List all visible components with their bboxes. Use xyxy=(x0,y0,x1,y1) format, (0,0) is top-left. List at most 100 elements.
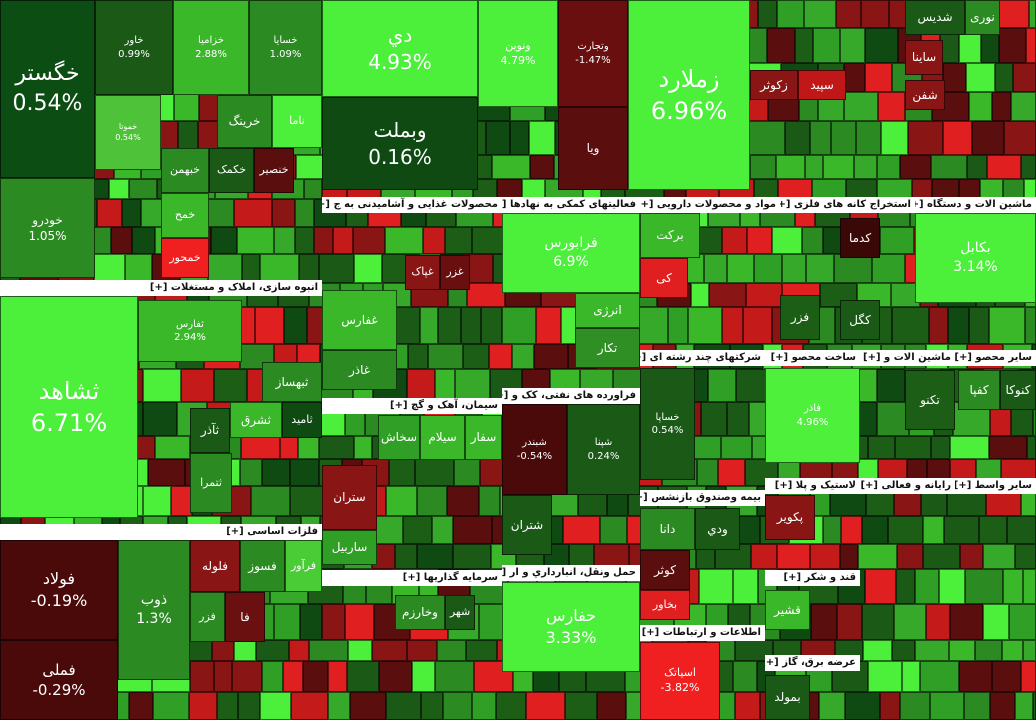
stock-tile[interactable] xyxy=(926,604,950,640)
stock-tile[interactable] xyxy=(877,179,912,199)
stock-tile[interactable] xyxy=(967,155,987,179)
stock-tile[interactable] xyxy=(395,544,417,569)
stock-tile[interactable] xyxy=(704,254,727,283)
stock-tile[interactable]: غپاک xyxy=(405,255,440,290)
stock-tile[interactable] xyxy=(319,436,354,459)
stock-tile[interactable]: فا xyxy=(225,592,265,642)
stock-tile[interactable] xyxy=(137,436,155,459)
stock-tile[interactable] xyxy=(512,344,534,369)
stock-tile[interactable] xyxy=(597,692,626,720)
sector-header[interactable]: انبوه سازی، املاک و مستغلات [+] xyxy=(0,280,322,296)
stock-tile[interactable] xyxy=(880,692,900,720)
stock-tile[interactable]: شتران xyxy=(502,495,552,555)
stock-tile[interactable] xyxy=(350,692,386,720)
stock-tile[interactable] xyxy=(1003,569,1023,604)
stock-tile[interactable] xyxy=(923,544,960,569)
stock-tile[interactable] xyxy=(492,155,530,179)
stock-tile[interactable] xyxy=(299,254,319,283)
stock-tile[interactable] xyxy=(733,661,757,692)
stock-tile[interactable] xyxy=(751,544,777,569)
sector-header[interactable]: ساخت محصو [+] xyxy=(765,350,860,366)
stock-tile[interactable]: غاذر xyxy=(322,350,397,390)
stock-tile[interactable] xyxy=(407,369,435,402)
stock-tile[interactable] xyxy=(283,661,303,692)
stock-tile[interactable] xyxy=(208,254,242,283)
stock-tile[interactable] xyxy=(274,604,300,640)
stock-tile[interactable] xyxy=(522,179,545,199)
stock-tile[interactable] xyxy=(805,155,823,179)
stock-tile[interactable]: قشیر xyxy=(765,590,810,630)
stock-tile[interactable]: وبملت 0.16% xyxy=(322,97,478,190)
stock-tile[interactable] xyxy=(403,516,432,544)
stock-tile[interactable] xyxy=(314,227,333,254)
stock-tile[interactable] xyxy=(989,307,1025,344)
stock-tile[interactable] xyxy=(212,640,234,661)
sector-header[interactable]: سایر محصو [+] xyxy=(955,350,1036,366)
stock-tile[interactable] xyxy=(894,604,926,640)
stock-tile[interactable] xyxy=(319,254,354,283)
stock-tile[interactable]: سفار xyxy=(465,415,502,460)
stock-tile[interactable] xyxy=(709,283,746,307)
stock-tile[interactable] xyxy=(536,307,561,344)
stock-tile[interactable] xyxy=(868,436,895,459)
stock-tile[interactable]: ناما xyxy=(272,95,322,148)
stock-tile[interactable] xyxy=(865,569,896,604)
stock-tile[interactable] xyxy=(960,544,983,569)
stock-tile[interactable] xyxy=(1009,604,1036,640)
stock-tile[interactable] xyxy=(284,307,307,344)
stock-tile[interactable]: وخارزم xyxy=(395,595,445,630)
stock-tile[interactable] xyxy=(290,459,319,486)
stock-tile[interactable] xyxy=(472,227,506,254)
stock-tile[interactable] xyxy=(834,254,872,283)
stock-tile[interactable]: ساینا xyxy=(905,40,943,75)
stock-tile[interactable] xyxy=(964,692,990,720)
stock-tile[interactable] xyxy=(143,369,181,402)
stock-tile[interactable] xyxy=(747,121,785,155)
stock-tile[interactable] xyxy=(1004,121,1036,155)
stock-tile[interactable] xyxy=(1025,307,1036,344)
stock-tile[interactable] xyxy=(688,307,722,344)
stock-tile[interactable]: ثشرق xyxy=(230,402,282,438)
sector-header[interactable]: فعالیتهای کمکی به نهادها [+] xyxy=(502,197,640,213)
stock-tile[interactable] xyxy=(563,516,600,544)
stock-tile[interactable] xyxy=(373,516,403,544)
stock-tile[interactable]: کدما xyxy=(840,218,880,258)
stock-tile[interactable] xyxy=(435,661,474,692)
sector-header[interactable]: عرضه برق، گاز [+] xyxy=(765,655,860,671)
stock-tile[interactable]: ثفارس 2.94% xyxy=(138,300,242,362)
stock-tile[interactable] xyxy=(980,179,1003,199)
stock-tile[interactable] xyxy=(930,692,964,720)
stock-tile[interactable] xyxy=(804,0,836,28)
stock-tile[interactable] xyxy=(858,544,897,569)
stock-tile[interactable] xyxy=(772,227,802,254)
stock-tile[interactable] xyxy=(328,661,347,692)
stock-tile[interactable] xyxy=(856,121,881,155)
stock-tile[interactable] xyxy=(862,604,894,640)
stock-tile[interactable] xyxy=(836,0,861,28)
stock-tile[interactable]: خسایا 1.09% xyxy=(249,0,322,95)
stock-tile[interactable] xyxy=(749,402,767,436)
stock-tile[interactable] xyxy=(530,155,554,179)
stock-tile[interactable] xyxy=(959,661,992,692)
stock-tile[interactable] xyxy=(185,640,212,661)
stock-tile[interactable] xyxy=(232,661,262,692)
stock-tile[interactable] xyxy=(189,692,217,720)
stock-tile[interactable] xyxy=(699,569,733,604)
stock-tile[interactable] xyxy=(1011,402,1033,436)
stock-tile[interactable] xyxy=(148,459,185,486)
stock-tile[interactable] xyxy=(995,63,1013,92)
stock-tile[interactable] xyxy=(473,179,497,199)
stock-tile[interactable] xyxy=(111,227,132,254)
stock-tile[interactable] xyxy=(190,661,214,692)
stock-tile[interactable] xyxy=(428,344,463,369)
stock-tile[interactable] xyxy=(129,692,153,720)
stock-tile[interactable] xyxy=(502,307,536,344)
stock-tile[interactable] xyxy=(348,640,372,661)
stock-tile[interactable] xyxy=(908,121,943,155)
stock-tile[interactable] xyxy=(989,436,1027,459)
stock-tile[interactable] xyxy=(990,402,1011,436)
stock-tile[interactable] xyxy=(129,179,157,199)
stock-tile[interactable] xyxy=(868,661,902,692)
stock-tile[interactable] xyxy=(251,486,290,516)
stock-tile[interactable] xyxy=(823,155,854,179)
